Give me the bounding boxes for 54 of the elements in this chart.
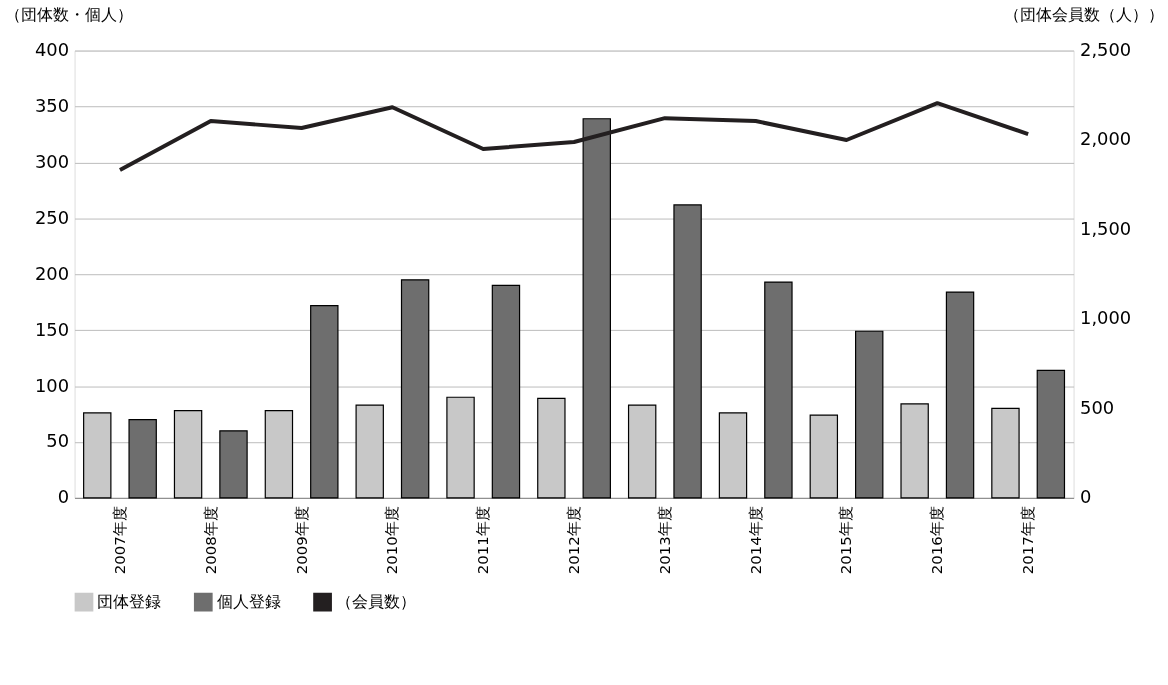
line-series — [117, 101, 1031, 172]
y-tick-label: 50 — [46, 430, 70, 452]
legend-label: 個人登録 — [216, 592, 281, 612]
y-axis-title: （団体数・個人） — [5, 5, 134, 25]
bar — [991, 407, 1020, 499]
y-tick-label: 100 — [34, 374, 70, 396]
bar — [400, 279, 430, 499]
y-tick-label: 400 — [34, 39, 70, 61]
y-tick-label: 350 — [34, 94, 70, 116]
y-tick-label: 0 — [57, 486, 70, 508]
x-tick-label: 2012年度 — [565, 506, 584, 575]
y-tick-label: 300 — [34, 150, 70, 172]
bar — [355, 404, 384, 499]
x-tick-label: 2017年度 — [1019, 506, 1038, 575]
x-tick-label: 2013年度 — [655, 506, 674, 575]
y-tick-label: 250 — [34, 206, 70, 228]
bar — [673, 204, 702, 499]
bar — [446, 396, 475, 499]
bar — [128, 419, 157, 499]
bar — [1036, 369, 1066, 499]
y2-tick-label: 2,500 — [1080, 39, 1132, 61]
y-tick-label: 150 — [34, 318, 70, 340]
y2-tick-label: 500 — [1080, 396, 1115, 418]
x-tick-label: 2011年度 — [474, 506, 493, 575]
bar — [310, 304, 339, 499]
bar — [855, 330, 884, 499]
x-tick-label: 2016年度 — [928, 506, 947, 575]
y2-tick-label: 0 — [1080, 486, 1092, 508]
x-tick-label: 2015年度 — [837, 506, 856, 575]
legend-label: 団体登録 — [97, 592, 162, 612]
bar — [718, 412, 748, 499]
bar — [809, 414, 839, 499]
x-tick-label: 2008年度 — [201, 506, 220, 575]
x-tick-label: 2007年度 — [110, 506, 129, 575]
bar — [627, 404, 657, 499]
bar — [219, 430, 248, 499]
y2-axis-title: （団体会員数（人）） — [1003, 5, 1164, 25]
bar — [582, 118, 611, 499]
bar — [537, 397, 566, 499]
bar — [764, 281, 793, 499]
bar — [945, 291, 975, 499]
bar — [900, 403, 929, 499]
y2-tick-label: 1,500 — [1080, 217, 1132, 239]
bar — [83, 412, 112, 499]
bar — [264, 410, 294, 499]
bar — [173, 410, 203, 499]
y2-tick-label: 2,000 — [1080, 128, 1132, 150]
x-tick-label: 2014年度 — [746, 506, 765, 575]
x-tick-label: 2010年度 — [383, 506, 402, 575]
bar — [491, 284, 521, 499]
y-tick-label: 200 — [34, 262, 70, 284]
x-tick-label: 2009年度 — [292, 506, 311, 575]
y2-tick-label: 1,000 — [1080, 307, 1132, 329]
legend-label: （会員数） — [335, 592, 416, 612]
